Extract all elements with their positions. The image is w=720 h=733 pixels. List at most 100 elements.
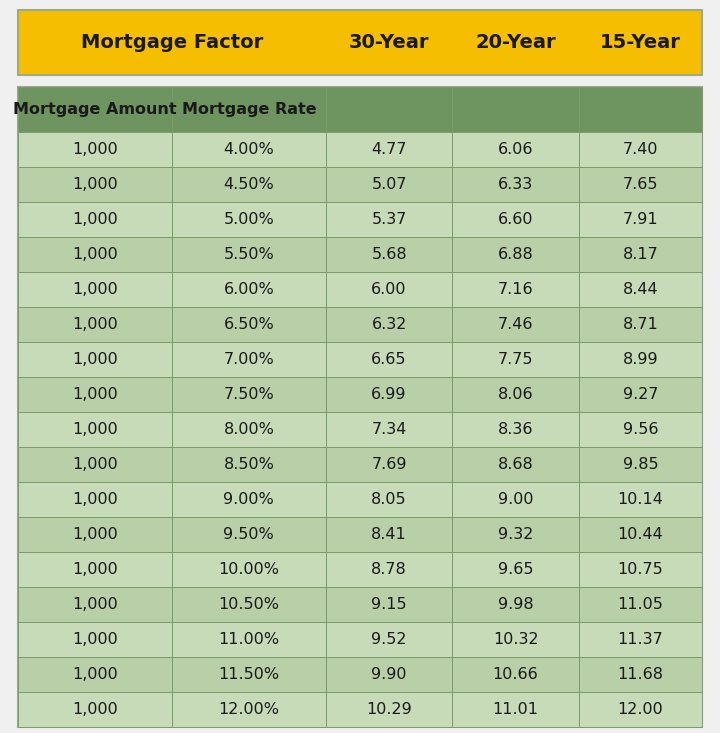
- Bar: [452, 377, 579, 412]
- Bar: [172, 622, 325, 657]
- Bar: [452, 412, 579, 447]
- Bar: [452, 587, 579, 622]
- Bar: [579, 167, 702, 202]
- Text: 11.00%: 11.00%: [218, 632, 279, 647]
- Bar: [18, 237, 172, 272]
- Text: 10.00%: 10.00%: [218, 562, 279, 577]
- Text: 8.44: 8.44: [623, 282, 658, 297]
- Text: 10.44: 10.44: [618, 527, 663, 542]
- Text: 9.90: 9.90: [372, 667, 407, 682]
- Text: 12.00: 12.00: [618, 702, 663, 717]
- Bar: [18, 202, 172, 237]
- Text: Mortgage Rate: Mortgage Rate: [181, 102, 316, 117]
- Bar: [579, 552, 702, 587]
- Text: 6.88: 6.88: [498, 247, 534, 262]
- Bar: [579, 272, 702, 307]
- Bar: [579, 692, 702, 727]
- Text: 8.68: 8.68: [498, 457, 534, 472]
- Text: 11.68: 11.68: [618, 667, 663, 682]
- Text: 1,000: 1,000: [72, 632, 118, 647]
- Bar: [452, 237, 579, 272]
- Bar: [18, 10, 702, 75]
- Bar: [172, 87, 325, 132]
- Text: 1,000: 1,000: [72, 422, 118, 437]
- Text: 6.00: 6.00: [372, 282, 407, 297]
- Text: 11.37: 11.37: [618, 632, 663, 647]
- Text: 7.16: 7.16: [498, 282, 534, 297]
- Bar: [579, 517, 702, 552]
- Bar: [172, 587, 325, 622]
- Text: 4.50%: 4.50%: [223, 177, 274, 192]
- Bar: [325, 87, 452, 132]
- Bar: [18, 87, 172, 132]
- Text: 8.50%: 8.50%: [223, 457, 274, 472]
- Text: 10.75: 10.75: [618, 562, 663, 577]
- Bar: [18, 692, 172, 727]
- Text: 6.50%: 6.50%: [223, 317, 274, 332]
- Text: 1,000: 1,000: [72, 247, 118, 262]
- Text: 8.78: 8.78: [372, 562, 407, 577]
- Bar: [172, 692, 325, 727]
- Text: 1,000: 1,000: [72, 142, 118, 157]
- Bar: [18, 272, 172, 307]
- Bar: [579, 307, 702, 342]
- Bar: [325, 272, 452, 307]
- Bar: [18, 377, 172, 412]
- Bar: [18, 132, 172, 167]
- Text: 6.33: 6.33: [498, 177, 534, 192]
- Bar: [325, 657, 452, 692]
- Text: 8.71: 8.71: [623, 317, 658, 332]
- Bar: [172, 412, 325, 447]
- Bar: [452, 657, 579, 692]
- Text: 7.69: 7.69: [372, 457, 407, 472]
- Text: 4.77: 4.77: [372, 142, 407, 157]
- Text: 6.65: 6.65: [372, 352, 407, 367]
- Text: Mortgage Factor: Mortgage Factor: [81, 33, 263, 52]
- Bar: [325, 132, 452, 167]
- Text: 6.60: 6.60: [498, 212, 534, 227]
- Text: 5.50%: 5.50%: [223, 247, 274, 262]
- Bar: [579, 622, 702, 657]
- Bar: [579, 132, 702, 167]
- Bar: [172, 167, 325, 202]
- Bar: [172, 447, 325, 482]
- Text: 6.99: 6.99: [372, 387, 407, 402]
- Text: 9.52: 9.52: [372, 632, 407, 647]
- Text: 1,000: 1,000: [72, 317, 118, 332]
- Text: 8.17: 8.17: [623, 247, 658, 262]
- Text: 11.01: 11.01: [492, 702, 539, 717]
- Text: 1,000: 1,000: [72, 387, 118, 402]
- Bar: [579, 447, 702, 482]
- Bar: [325, 412, 452, 447]
- Text: 6.00%: 6.00%: [223, 282, 274, 297]
- Bar: [172, 307, 325, 342]
- Bar: [325, 447, 452, 482]
- Text: 1,000: 1,000: [72, 562, 118, 577]
- Bar: [172, 272, 325, 307]
- Bar: [172, 552, 325, 587]
- Bar: [579, 87, 702, 132]
- Text: 5.07: 5.07: [372, 177, 407, 192]
- Bar: [452, 622, 579, 657]
- Bar: [18, 552, 172, 587]
- Text: 9.98: 9.98: [498, 597, 534, 612]
- Text: 8.00%: 8.00%: [223, 422, 274, 437]
- Text: 9.50%: 9.50%: [223, 527, 274, 542]
- Text: 7.40: 7.40: [623, 142, 658, 157]
- Text: 11.50%: 11.50%: [218, 667, 279, 682]
- Text: 5.37: 5.37: [372, 212, 407, 227]
- Bar: [452, 87, 579, 132]
- Bar: [325, 517, 452, 552]
- Text: 1,000: 1,000: [72, 457, 118, 472]
- Text: 6.06: 6.06: [498, 142, 534, 157]
- Text: 1,000: 1,000: [72, 352, 118, 367]
- Bar: [325, 342, 452, 377]
- Bar: [325, 622, 452, 657]
- Bar: [325, 587, 452, 622]
- Text: 9.00: 9.00: [498, 492, 534, 507]
- Bar: [579, 342, 702, 377]
- Text: 10.50%: 10.50%: [218, 597, 279, 612]
- Text: 5.00%: 5.00%: [223, 212, 274, 227]
- Bar: [325, 552, 452, 587]
- Text: 7.75: 7.75: [498, 352, 534, 367]
